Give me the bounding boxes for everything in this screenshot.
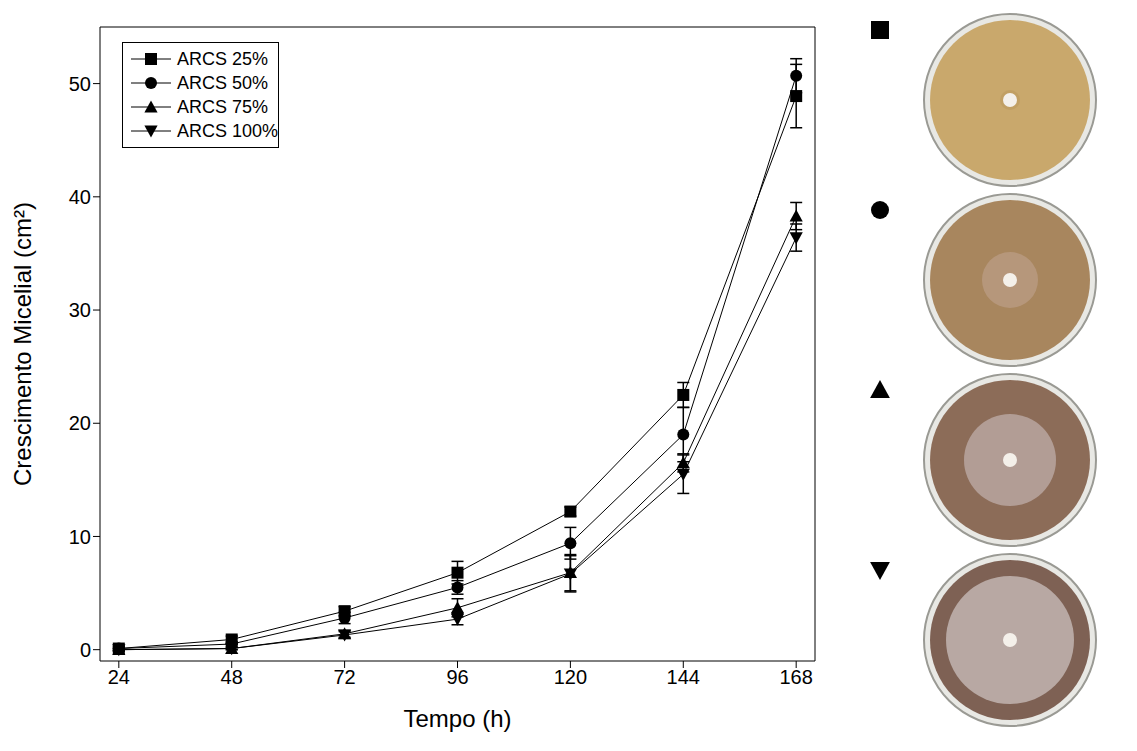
- svg-text:50: 50: [69, 73, 91, 95]
- html-text:ARCS 25%: ARCS 25%: [177, 48, 268, 69]
- svg-text:10: 10: [69, 526, 91, 548]
- svg-text:168: 168: [779, 666, 812, 688]
- svg-text:Crescimento Micelial (cm²): Crescimento Micelial (cm²): [9, 202, 36, 486]
- svg-text:30: 30: [69, 299, 91, 321]
- html-text:ARCS 50%: ARCS 50%: [177, 72, 268, 93]
- svg-text:48: 48: [221, 666, 243, 688]
- html-text:ARCS 100%: ARCS 100%: [177, 120, 279, 141]
- svg-text:144: 144: [667, 666, 700, 688]
- html-text:ARCS 75%: ARCS 75%: [177, 96, 268, 117]
- svg-text:96: 96: [446, 666, 468, 688]
- svg-text:20: 20: [69, 412, 91, 434]
- svg-text:72: 72: [333, 666, 355, 688]
- svg-text:40: 40: [69, 186, 91, 208]
- svg-text:Tempo (h): Tempo (h): [403, 705, 511, 732]
- svg-text:0: 0: [80, 639, 91, 661]
- svg-text:120: 120: [554, 666, 587, 688]
- svg-text:24: 24: [108, 666, 130, 688]
